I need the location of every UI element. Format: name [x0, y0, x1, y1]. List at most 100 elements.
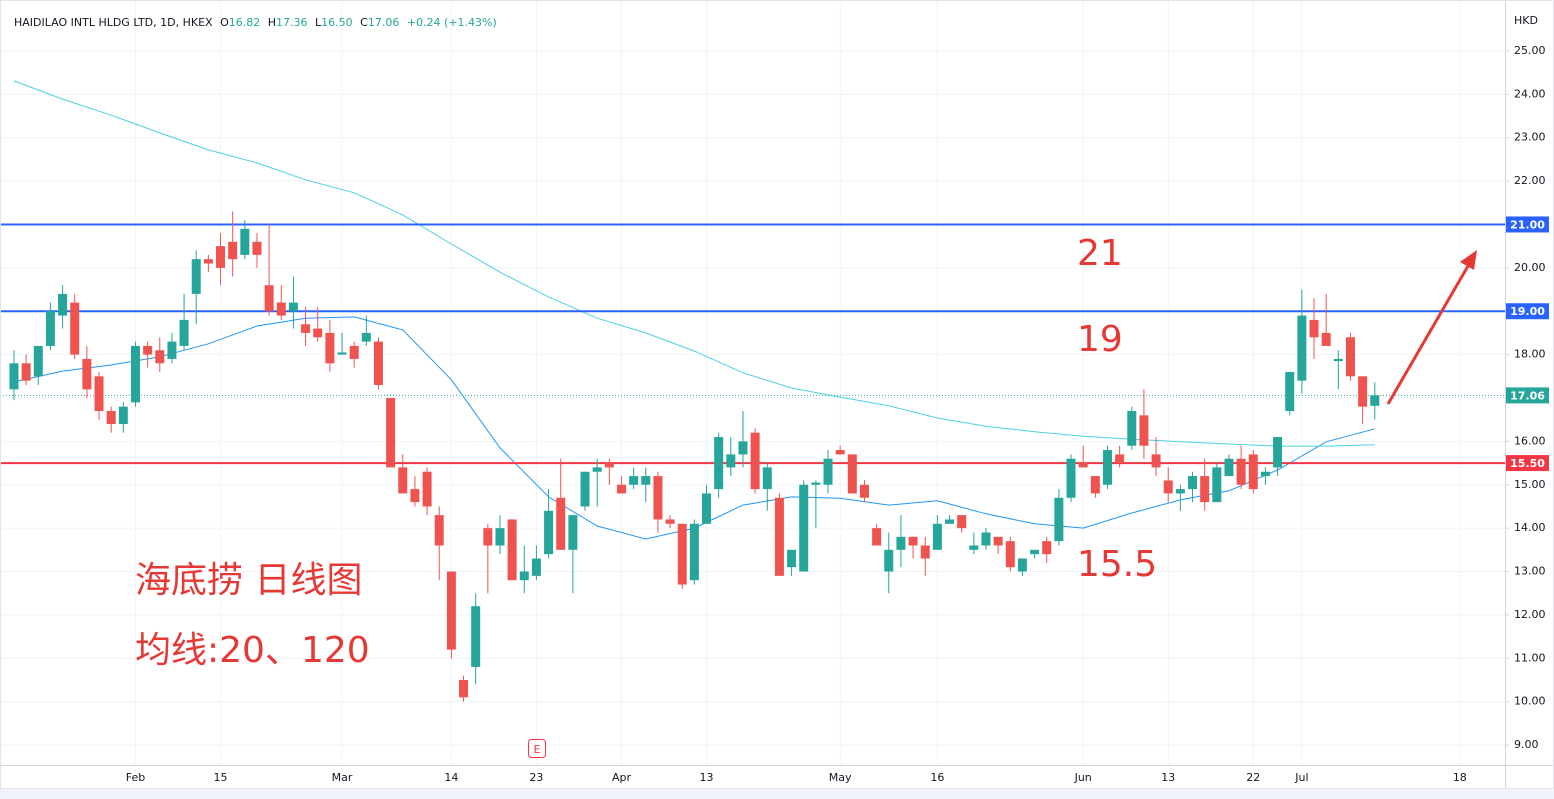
y-tick-label: 23.00	[1514, 131, 1546, 144]
candle-body	[252, 241, 262, 255]
candle-body	[1175, 489, 1185, 494]
y-tick-label: 20.00	[1514, 261, 1546, 274]
earnings-marker-box[interactable]	[528, 739, 546, 758]
candle-body	[847, 454, 857, 494]
y-tick-label: 12.00	[1514, 608, 1546, 621]
candle-body	[556, 497, 566, 550]
candle-body	[1054, 497, 1064, 542]
candle-body	[94, 376, 104, 412]
candle-body	[471, 606, 481, 667]
candle-body	[386, 397, 396, 468]
annotation: 均线:20、120	[135, 630, 370, 671]
candle-body	[957, 515, 967, 529]
candle-body	[216, 246, 226, 268]
candle-body	[689, 523, 699, 581]
candle-body	[1127, 411, 1137, 446]
candle-body	[738, 441, 748, 455]
price-label: 21.00	[1510, 218, 1545, 231]
candle-body	[155, 350, 165, 364]
candle-body	[799, 484, 809, 572]
candle-body	[653, 476, 663, 520]
candle-body	[1005, 541, 1015, 568]
candle-body	[1066, 458, 1076, 498]
candle-body	[33, 345, 43, 377]
candle-body	[373, 341, 383, 385]
candle-body	[398, 467, 408, 494]
candle-body	[531, 558, 541, 576]
candle-body	[896, 536, 906, 550]
candle-body	[884, 549, 894, 572]
price-label: 17.06	[1510, 389, 1545, 402]
candle-body	[835, 450, 845, 455]
y-tick-label: 25.00	[1514, 44, 1546, 57]
candle-body	[313, 328, 323, 338]
candle-body	[422, 471, 432, 507]
candle-body	[1309, 319, 1319, 338]
candle-body	[203, 259, 213, 264]
y-tick-label: 11.00	[1514, 651, 1546, 664]
field-value: 16.50	[321, 16, 353, 29]
candle-body	[1200, 476, 1210, 503]
candle-body	[58, 293, 68, 316]
y-tick-label: 14.00	[1514, 521, 1546, 534]
field-value: 16.82	[229, 16, 261, 29]
candle-body	[726, 454, 736, 468]
candle-body	[677, 523, 687, 585]
x-tick-label: Feb	[126, 771, 145, 784]
x-tick-label: Jun	[1074, 771, 1092, 784]
candle-body	[1273, 437, 1283, 468]
candle-body	[1090, 476, 1100, 494]
x-tick-label: 13	[700, 771, 714, 784]
candle-body	[459, 679, 469, 698]
candle-body	[1321, 332, 1331, 346]
field-value: 17.36	[276, 16, 308, 29]
candle-body	[434, 515, 444, 546]
scroll-strip	[0, 789, 1554, 799]
candle-body	[70, 302, 80, 355]
candle-body	[1102, 450, 1112, 485]
annotation: 19	[1077, 319, 1123, 360]
axis-layer: 9.00 10.00 11.00 12.00 13.00 14.00 15.00 16.00 1…	[126, 44, 1549, 784]
candle-body	[228, 241, 238, 260]
field-key: C	[360, 16, 368, 29]
candle-body	[1188, 476, 1198, 490]
candle-body	[288, 302, 298, 312]
x-tick-label: 15	[214, 771, 228, 784]
annotation: 海底捞 日线图	[135, 560, 362, 601]
candle-body	[191, 259, 201, 294]
candle-body	[1224, 458, 1234, 477]
candle-body	[762, 467, 772, 490]
candle-body	[811, 482, 821, 485]
x-tick-label: 22	[1246, 771, 1260, 784]
candle-body	[920, 545, 930, 559]
y-tick-label: 22.00	[1514, 174, 1546, 187]
price-label-box	[1506, 455, 1549, 472]
candle-body	[45, 311, 55, 346]
candle-body	[21, 363, 31, 381]
candle-body	[981, 532, 991, 546]
candle-body	[872, 528, 882, 546]
candle-body	[859, 484, 869, 498]
candle-body	[1285, 371, 1295, 412]
candle-body	[823, 458, 833, 485]
arrow-shaft	[1386, 265, 1470, 405]
candle-body	[665, 519, 675, 524]
x-tick-label: 13	[1161, 771, 1175, 784]
field-key: H	[268, 16, 276, 29]
annotation: 15.5	[1077, 544, 1157, 585]
candle-body	[9, 363, 19, 390]
candle-body	[325, 332, 335, 364]
candle-body	[932, 523, 942, 550]
candle-body	[240, 228, 250, 255]
candle-body	[1345, 337, 1355, 377]
candle-body	[969, 545, 979, 550]
candle-body	[1248, 454, 1258, 490]
candle-body	[714, 437, 724, 490]
candle-body	[1042, 541, 1052, 555]
earnings-marker[interactable]: E	[534, 743, 541, 756]
field-key: L	[315, 16, 322, 29]
candle-body	[568, 515, 578, 550]
x-tick-label: Apr	[612, 771, 632, 784]
